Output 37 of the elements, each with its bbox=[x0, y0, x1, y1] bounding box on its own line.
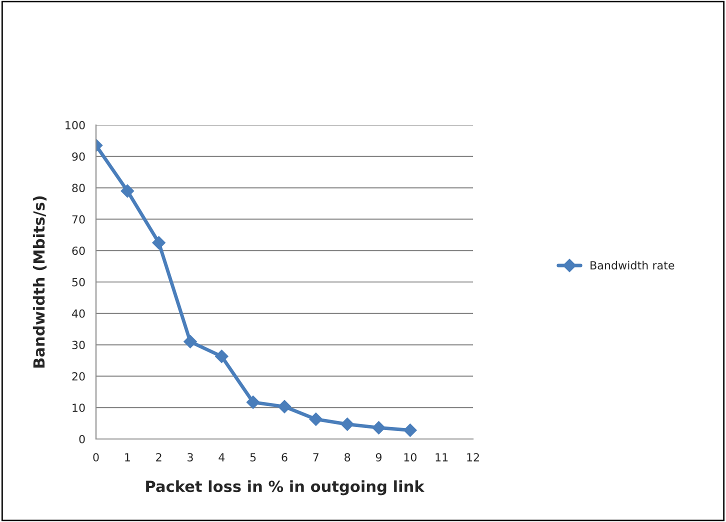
y-tick-label: 50 bbox=[72, 278, 85, 286]
x-tick-label: 11 bbox=[436, 453, 448, 462]
legend-label: Bandwidth rate bbox=[590, 260, 674, 270]
x-tick-label: 2 bbox=[156, 453, 162, 462]
point bbox=[278, 400, 292, 414]
point bbox=[215, 350, 228, 364]
x-tick-label: 10 bbox=[404, 453, 416, 462]
x-tick-label: 3 bbox=[188, 453, 193, 462]
y-tick-label: 0 bbox=[79, 434, 85, 444]
point bbox=[184, 335, 197, 348]
y-tick-label: 90 bbox=[72, 152, 85, 161]
point bbox=[404, 424, 417, 437]
x-tick-label: 5 bbox=[250, 453, 256, 462]
x-axis-title: Packet loss in % in outgoing link bbox=[146, 480, 425, 496]
y-tick-label: 80 bbox=[72, 184, 85, 192]
point bbox=[120, 184, 134, 198]
x-tick-label: 0 bbox=[93, 453, 99, 462]
x-tick-label: 6 bbox=[282, 453, 288, 462]
y-tick-label: 10 bbox=[72, 404, 85, 412]
x-tick-label: 1 bbox=[125, 453, 130, 462]
x-tick-label: 8 bbox=[344, 453, 350, 462]
point bbox=[246, 396, 260, 409]
x-tick-label: 4 bbox=[218, 453, 225, 462]
y-axis-title: Bandwidth (Mbits/s) bbox=[32, 196, 47, 368]
point bbox=[372, 421, 386, 434]
y-tick-label: 40 bbox=[72, 309, 85, 318]
x-tick-label: 9 bbox=[376, 453, 382, 462]
y-tick-label: 20 bbox=[72, 372, 85, 381]
point bbox=[309, 412, 323, 426]
x-tick-label: 7 bbox=[313, 453, 318, 462]
x-tick-label: 12 bbox=[467, 453, 479, 462]
y-tick-label: 60 bbox=[72, 246, 85, 255]
y-tick-label: 30 bbox=[72, 340, 85, 350]
point bbox=[340, 418, 354, 431]
point bbox=[152, 236, 166, 250]
y-tick-label: 100 bbox=[66, 120, 85, 130]
y-tick-label: 70 bbox=[72, 215, 85, 224]
